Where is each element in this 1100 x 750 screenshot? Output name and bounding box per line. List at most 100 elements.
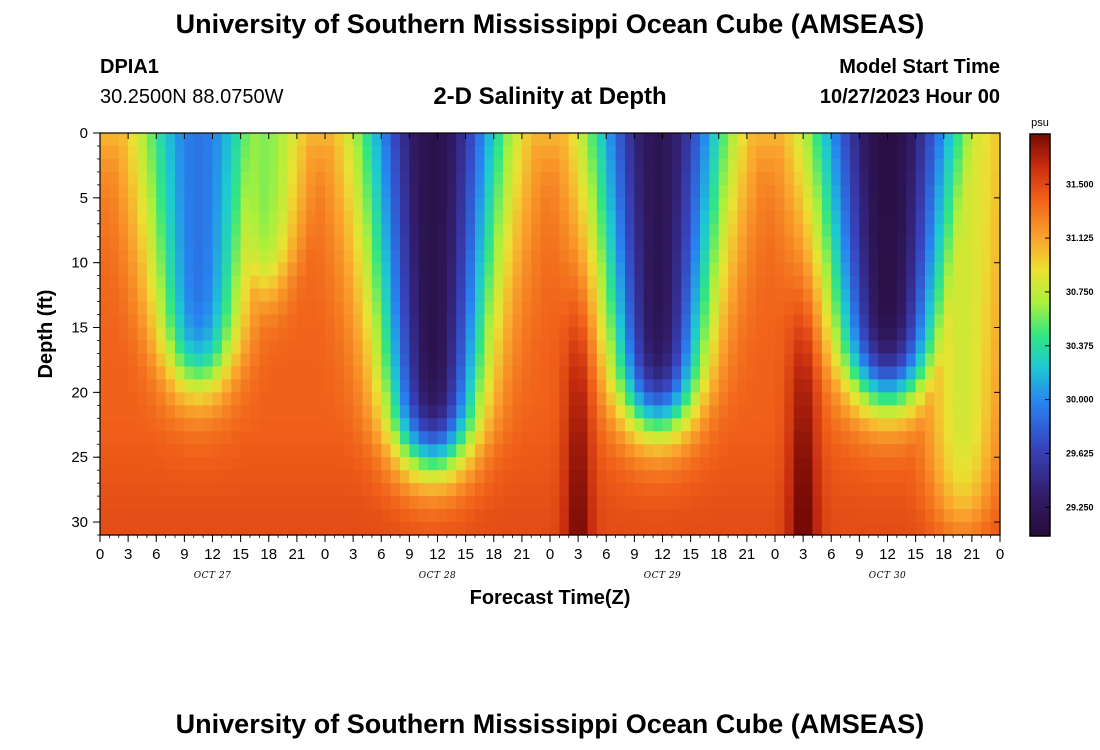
heatmap-cell bbox=[475, 223, 485, 238]
heatmap-cell bbox=[409, 249, 420, 264]
heatmap-cell bbox=[962, 236, 973, 251]
heatmap-cell bbox=[484, 418, 495, 432]
heatmap-cell bbox=[878, 340, 889, 355]
heatmap-cell bbox=[550, 457, 560, 471]
heatmap-cell bbox=[934, 353, 945, 368]
heatmap-cell bbox=[184, 340, 195, 355]
heatmap-cell bbox=[709, 522, 720, 536]
heatmap-cell bbox=[765, 249, 776, 264]
heatmap-cell bbox=[109, 327, 120, 342]
heatmap-cell bbox=[859, 392, 870, 406]
heatmap-cell bbox=[484, 223, 495, 238]
heatmap-cell bbox=[765, 236, 776, 251]
heatmap-cell bbox=[287, 301, 298, 316]
heatmap-cell bbox=[484, 301, 495, 316]
heatmap-cell bbox=[306, 275, 317, 290]
heatmap-cell bbox=[371, 431, 382, 445]
heatmap-cell bbox=[278, 314, 289, 329]
heatmap-cell bbox=[128, 483, 139, 497]
heatmap-cell bbox=[718, 366, 729, 380]
heatmap-cell bbox=[850, 483, 860, 497]
heatmap-cell bbox=[456, 470, 467, 484]
heatmap-cell bbox=[390, 288, 401, 303]
heatmap-cell bbox=[953, 262, 964, 277]
heatmap-cell bbox=[250, 158, 260, 173]
heatmap-cell bbox=[193, 171, 204, 186]
heatmap-cell bbox=[418, 236, 429, 251]
heatmap-cell bbox=[118, 133, 129, 147]
heatmap-cell bbox=[296, 405, 307, 419]
heatmap-cell bbox=[362, 444, 373, 458]
heatmap-cell bbox=[512, 522, 523, 536]
heatmap-cell bbox=[990, 210, 1001, 225]
heatmap-cell bbox=[718, 301, 729, 316]
heatmap-cell bbox=[765, 145, 776, 160]
heatmap-cell bbox=[325, 223, 335, 238]
heatmap-cell bbox=[371, 444, 382, 458]
heatmap-cell bbox=[690, 249, 701, 264]
heatmap-cell bbox=[728, 444, 739, 458]
heatmap-cell bbox=[596, 158, 607, 173]
heatmap-cell bbox=[971, 314, 982, 329]
heatmap-cell bbox=[700, 457, 710, 471]
heatmap-cell bbox=[203, 171, 214, 186]
heatmap-cell bbox=[896, 197, 907, 212]
heatmap-cell bbox=[146, 353, 157, 368]
heatmap-cell bbox=[606, 392, 617, 406]
heatmap-cell bbox=[775, 210, 785, 225]
heatmap-cell bbox=[840, 366, 851, 380]
heatmap-cell bbox=[259, 392, 270, 406]
x-tick-label: 0 bbox=[321, 546, 329, 563]
heatmap-cell bbox=[737, 171, 748, 186]
heatmap-cell bbox=[221, 340, 232, 355]
heatmap-cell bbox=[128, 327, 139, 342]
heatmap-cell bbox=[203, 210, 214, 225]
heatmap-cell bbox=[962, 353, 973, 368]
heatmap-cell bbox=[775, 431, 785, 445]
heatmap-cell bbox=[428, 249, 439, 264]
heatmap-cell bbox=[400, 158, 410, 173]
heatmap-cell bbox=[596, 236, 607, 251]
heatmap-cell bbox=[559, 145, 570, 160]
heatmap-cell bbox=[990, 431, 1001, 445]
heatmap-cell bbox=[503, 405, 514, 419]
heatmap-cell bbox=[325, 509, 335, 523]
heatmap-cell bbox=[409, 340, 420, 355]
heatmap-cell bbox=[296, 197, 307, 212]
heatmap-cell bbox=[700, 509, 710, 523]
heatmap-cell bbox=[746, 184, 757, 199]
heatmap-cell bbox=[278, 405, 289, 419]
heatmap-cell bbox=[775, 444, 785, 458]
heatmap-cell bbox=[343, 223, 354, 238]
heatmap-cell bbox=[325, 145, 335, 160]
heatmap-cell bbox=[203, 470, 214, 484]
heatmap-cell bbox=[240, 249, 251, 264]
heatmap-cell bbox=[390, 496, 401, 510]
heatmap-cell bbox=[784, 223, 795, 238]
heatmap-cell bbox=[137, 405, 148, 419]
heatmap-cell bbox=[456, 327, 467, 342]
heatmap-cell bbox=[390, 133, 401, 147]
heatmap-cell bbox=[756, 158, 767, 173]
heatmap-cell bbox=[746, 340, 757, 355]
heatmap-cell bbox=[840, 288, 851, 303]
heatmap-cell bbox=[137, 522, 148, 536]
heatmap-cell bbox=[221, 392, 232, 406]
heatmap-cell bbox=[709, 431, 720, 445]
heatmap-cell bbox=[756, 431, 767, 445]
heatmap-cell bbox=[700, 210, 710, 225]
heatmap-cell bbox=[278, 197, 289, 212]
heatmap-cell bbox=[156, 405, 167, 419]
heatmap-cell bbox=[681, 145, 692, 160]
heatmap-cell bbox=[756, 236, 767, 251]
heatmap-cell bbox=[128, 405, 139, 419]
heatmap-cell bbox=[334, 470, 345, 484]
heatmap-cell bbox=[700, 236, 710, 251]
heatmap-cell bbox=[746, 249, 757, 264]
heatmap-cell bbox=[850, 327, 860, 342]
heatmap-cell bbox=[175, 210, 185, 225]
heatmap-cell bbox=[662, 405, 673, 419]
heatmap-cell bbox=[700, 392, 710, 406]
heatmap-cell bbox=[118, 262, 129, 277]
heatmap-cell bbox=[353, 444, 364, 458]
